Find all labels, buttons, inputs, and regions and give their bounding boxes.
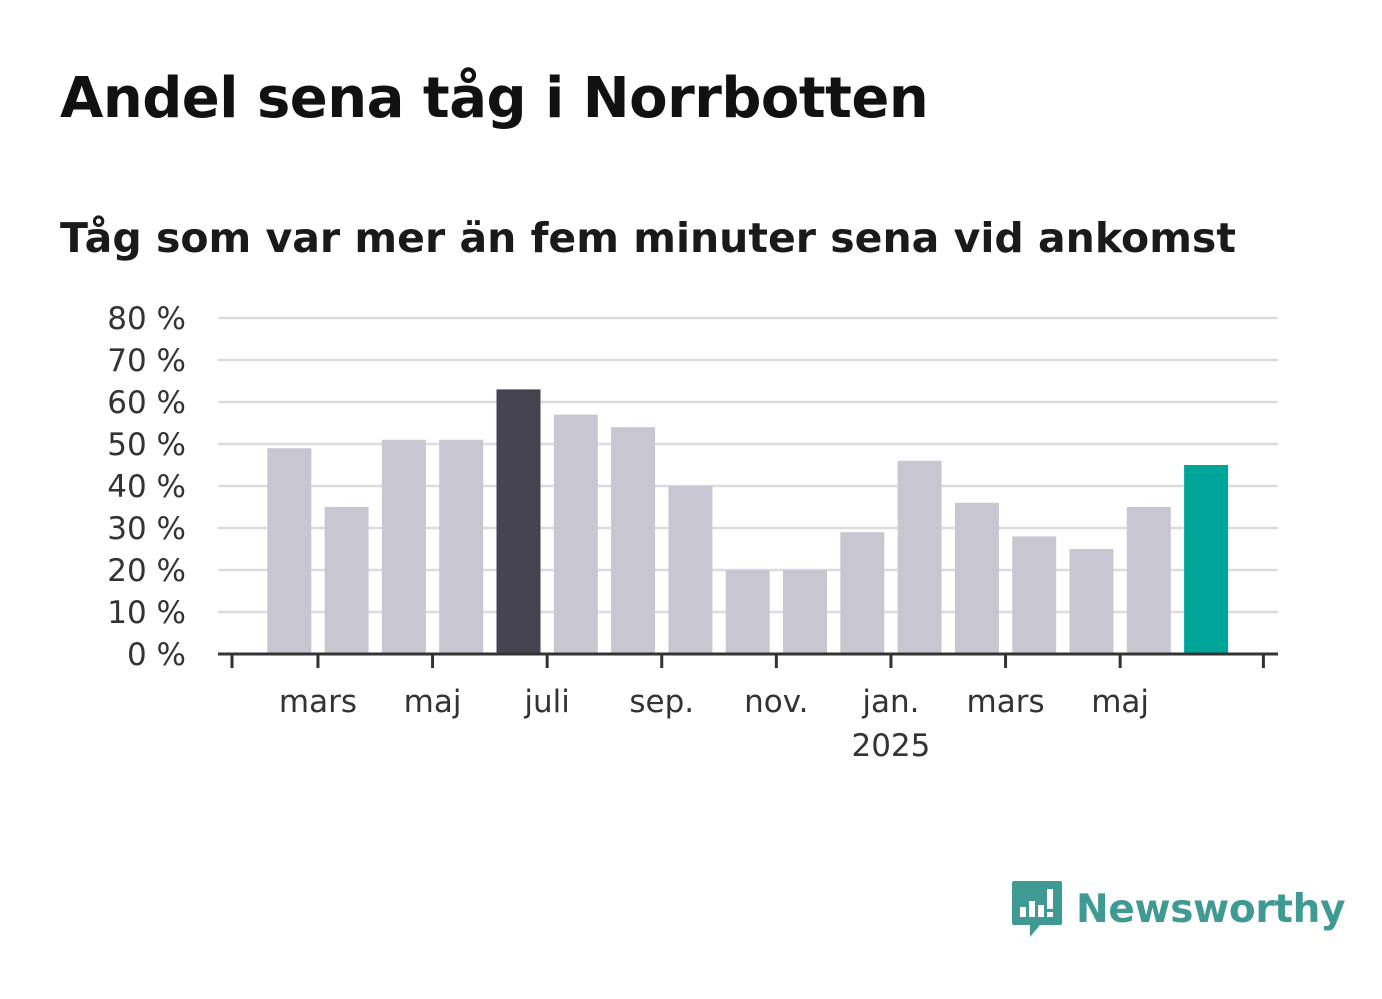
y-tick-label: 0 %: [127, 637, 186, 673]
bar: [611, 427, 656, 654]
bars: [267, 389, 1229, 654]
grid-lines: [218, 316, 1278, 614]
bar: [381, 439, 426, 654]
x-tick-label: juli: [523, 684, 570, 720]
newsworthy-logo: Newsworthy: [1010, 878, 1346, 940]
bar: [783, 570, 827, 654]
bar: [439, 439, 484, 654]
bar: [553, 414, 598, 654]
y-tick-label: 80 %: [107, 301, 186, 337]
bar: [1012, 536, 1057, 654]
bar: [954, 502, 999, 654]
y-tick-label: 70 %: [107, 343, 186, 379]
x-tick-year-label: 2025: [851, 728, 930, 764]
brand-name: Newsworthy: [1076, 886, 1346, 932]
y-tick-label: 10 %: [107, 595, 186, 631]
bar: [267, 448, 312, 654]
bar: [1184, 465, 1229, 654]
x-tick-label: mars: [967, 684, 1045, 720]
x-tick-label: jan.: [861, 684, 919, 720]
x-tick-label: mars: [279, 684, 357, 720]
y-tick-label: 60 %: [107, 385, 186, 421]
x-axis-labels: mars maj juli sep. nov. jan. 2025 mars maj: [279, 684, 1149, 764]
bar: [1126, 507, 1171, 654]
bar: [496, 389, 541, 654]
x-tick-label: nov.: [744, 684, 808, 720]
x-tick-label: maj: [1091, 684, 1149, 720]
bar: [840, 532, 885, 654]
chart-subtitle: Tåg som var mer än fem minuter sena vid …: [60, 214, 1236, 262]
chart-title: Andel sena tåg i Norrbotten: [60, 66, 929, 131]
bar: [725, 570, 770, 654]
y-axis-labels: 0 % 10 % 20 % 30 % 40 % 50 % 60 % 70 % 80 %: [107, 301, 186, 673]
y-tick-label: 20 %: [107, 553, 186, 589]
y-tick-label: 30 %: [107, 511, 186, 547]
bar: [1069, 549, 1114, 654]
bar: [897, 460, 942, 654]
y-tick-label: 40 %: [107, 469, 186, 505]
y-tick-label: 50 %: [107, 427, 186, 463]
bar-chart-speech-bubble-icon: [1012, 881, 1062, 937]
bar: [668, 486, 713, 654]
x-tick-label: maj: [404, 684, 462, 720]
x-axis: [218, 652, 1278, 668]
bar: [324, 507, 369, 654]
x-tick-label: sep.: [629, 684, 694, 720]
